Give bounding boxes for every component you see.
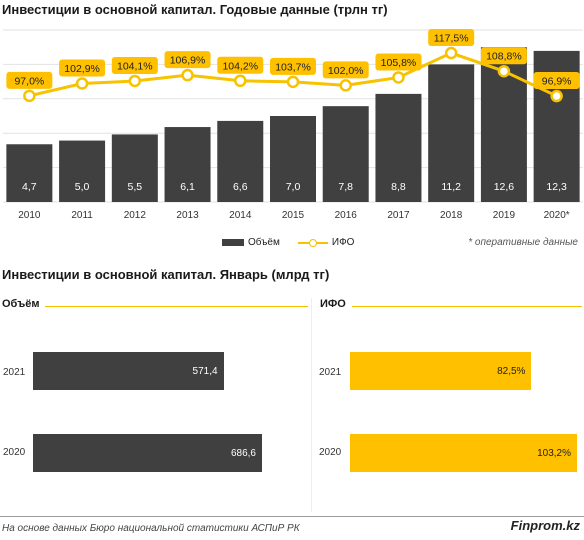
volume-bar: [428, 64, 475, 203]
x-tick-label: 2020*: [544, 210, 570, 221]
ifo-bar-2020: 103,2%: [350, 434, 577, 472]
ifo-point-label: 97,0%: [14, 75, 44, 87]
ifo-point-label: 108,8%: [486, 51, 522, 63]
volume-bar-label: 5,0: [75, 181, 90, 193]
volume-bar: [322, 106, 369, 202]
ifo-point-label: 106,9%: [170, 55, 206, 67]
legend-ifo-label: ИФО: [331, 237, 355, 248]
annual-investment-chart: 4,7 5,0 5,5 6,1 6,6 7,0 7,8 8,8 11,2 12,6 12,3 97,…: [3, 29, 583, 221]
footer-rule: [0, 516, 584, 517]
ifo-point-label: 105,8%: [381, 57, 417, 69]
ifo-bar-label: 82,5%: [497, 365, 526, 377]
ifo-bar-2021: 82,5%: [350, 352, 532, 390]
legend-ifo-swatch: [297, 238, 328, 248]
ifo-point: [339, 79, 352, 92]
ifo-label-box: [6, 71, 53, 89]
ifo-label-box: [164, 51, 211, 69]
x-tick-label: 2016: [335, 210, 358, 221]
ifo-bar-label: 103,2%: [537, 447, 571, 459]
ifo-point: [75, 77, 89, 90]
volume-bar: [270, 116, 316, 202]
legend-volume-swatch: [222, 239, 244, 246]
x-tick-label: 2013: [176, 210, 199, 221]
ifo-label-box: [375, 53, 422, 71]
ifo-point-label: 104,2%: [222, 60, 258, 72]
ifo-label-box: [322, 61, 369, 79]
ifo-point: [497, 64, 511, 78]
volume-bar-label: 7,8: [338, 181, 353, 193]
x-tick-label: 2012: [124, 210, 147, 221]
ifo-point-label: 102,9%: [64, 63, 100, 75]
ifo-point-label: 103,7%: [275, 61, 311, 73]
volume-bar-label: 8,8: [391, 181, 406, 193]
source-note: На основе данных Бюро национальной стати…: [2, 523, 300, 534]
x-tick-label: 2015: [282, 210, 305, 221]
annual-chart-title: Инвестиции в основной капитал. Годовые д…: [2, 2, 388, 17]
volume-bar: [111, 134, 158, 202]
panel-divider: [311, 298, 312, 512]
legend-volume-label: Объём: [248, 237, 280, 248]
volume-bar-label: 6,6: [233, 181, 248, 193]
ifo-label-box: [270, 57, 316, 75]
volume-bars: 4,7 5,0 5,5 6,1 6,6 7,0 7,8 8,8 11,2 12,6 12,3: [6, 47, 580, 203]
x-tick-label: 2011: [71, 210, 93, 221]
volume-bar-label: 571,4: [192, 365, 218, 377]
ifo-panel-title: ИФО: [320, 298, 352, 310]
ifo-point-label: 96,9%: [542, 76, 572, 88]
ifo-label-box: [217, 56, 264, 74]
volume-bar-label: 12,3: [546, 181, 567, 193]
chart-legend: Объём ИФО: [222, 237, 354, 248]
x-tick-label: 2014: [229, 210, 252, 221]
volume-bar-label: 7,0: [286, 181, 301, 193]
volume-bar: [375, 93, 422, 202]
x-tick-label: 2017: [387, 210, 410, 221]
x-tick-label: 2019: [493, 210, 516, 221]
volume-year-label-2020: 2020: [3, 447, 26, 458]
ifo-point: [23, 89, 36, 103]
ifo-label-box: [59, 59, 106, 77]
volume-bar-2021: 571,4: [33, 352, 224, 390]
ifo-year-label-2021: 2021: [319, 367, 342, 378]
ifo-year-label-2020: 2020: [319, 447, 342, 458]
volume-bar-label: 11,2: [441, 181, 461, 193]
preliminary-data-note: * оперативные данные: [468, 237, 578, 248]
ifo-label-box: [111, 57, 158, 75]
brand-logo-text: Finprom.kz: [510, 518, 580, 533]
ifo-point-label: 104,1%: [117, 61, 153, 73]
ifo-point: [444, 46, 458, 60]
ifo-point: [392, 71, 405, 84]
ifo-point: [128, 74, 142, 88]
x-axis-labels: 2010 2011 2012 2013 2014 2015 2016 2017 2018 2019…: [18, 210, 570, 221]
volume-bar: [164, 127, 211, 202]
ifo-point-label: 102,0%: [328, 65, 364, 77]
volume-bar: [59, 140, 106, 202]
january-chart-title: Инвестиции в основной капитал. Январь (м…: [2, 267, 330, 282]
volume-bar: [217, 120, 264, 202]
x-tick-label: 2018: [440, 210, 463, 221]
ifo-label-box: [533, 72, 580, 90]
volume-bar-label: 12,6: [494, 181, 515, 193]
volume-bar-2020: 686,6: [33, 434, 262, 472]
ifo-point: [181, 68, 194, 82]
ifo-point: [286, 75, 300, 89]
volume-bar: [6, 144, 53, 202]
volume-bar-label: 4,7: [22, 181, 37, 193]
volume-bar-label: 686,6: [230, 447, 256, 459]
volume-bar-label: 6,1: [180, 181, 195, 193]
volume-bar-label: 5,5: [128, 181, 143, 193]
volume-panel-title: Объём: [2, 298, 46, 310]
ifo-point: [234, 74, 247, 88]
volume-year-label-2021: 2021: [3, 367, 26, 378]
ifo-point: [550, 89, 563, 103]
x-tick-label: 2010: [18, 210, 41, 221]
ifo-line: 97,0% 102,9% 104,1% 106,9% 104,2% 103,7% 102,0…: [6, 29, 580, 103]
ifo-label-box: [428, 29, 475, 47]
ifo-label-box: [480, 47, 527, 65]
ifo-point-label: 117,5%: [434, 33, 469, 45]
volume-panel-rule: [40, 306, 308, 307]
ifo-panel-rule: [350, 306, 582, 307]
